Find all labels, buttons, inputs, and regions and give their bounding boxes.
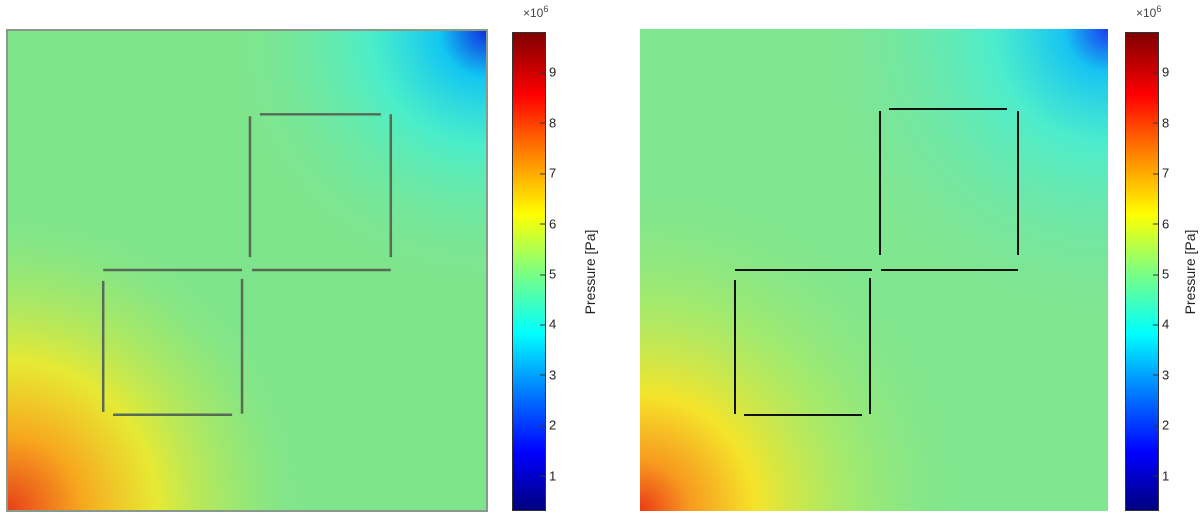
colorbar-tick: 3 — [1152, 367, 1170, 383]
pressure-map-left — [8, 31, 486, 510]
fracture-lines-right — [734, 108, 1019, 416]
colorbar-tick: 7 — [539, 165, 557, 181]
colorbar-tick: 2 — [539, 417, 557, 433]
colorbar-tick: 2 — [1152, 417, 1170, 433]
colorbar-tick: 8 — [1152, 115, 1170, 131]
right-panel: ×106 1 2 3 4 5 6 7 8 9 Pressure [Pa] — [630, 0, 1200, 516]
colorbar-tick: 5 — [1152, 266, 1170, 282]
fracture-lines-left — [101, 113, 393, 417]
colorbar-tick: 1 — [1152, 468, 1170, 484]
colorbar-tick: 7 — [1152, 165, 1170, 181]
pressure-map-right — [640, 29, 1108, 511]
colorbar-tick: 5 — [539, 266, 557, 282]
left-panel: ×106 1 2 3 4 5 6 7 8 9 Pressure [Pa] — [6, 4, 598, 512]
colorbar-ticks: 1 2 3 4 5 6 7 8 9 — [539, 32, 579, 511]
low-pressure-zone — [640, 29, 1108, 511]
colorbar — [1125, 32, 1159, 511]
colorbar-tick: 9 — [539, 64, 557, 80]
colorbar-label: Pressure [Pa] — [1182, 229, 1198, 315]
pressure-field-left — [6, 29, 488, 512]
colorbar-tick: 6 — [539, 216, 557, 232]
colorbar-multiplier: ×106 — [523, 4, 549, 20]
colorbar-tick: 3 — [539, 367, 557, 383]
colorbar — [512, 32, 546, 511]
colorbar-tick: 6 — [1152, 216, 1170, 232]
colorbar-ticks: 1 2 3 4 5 6 7 8 9 — [1152, 32, 1192, 511]
colorbar-tick: 8 — [539, 115, 557, 131]
colorbar-multiplier: ×106 — [1136, 4, 1162, 20]
colorbar-tick: 1 — [539, 468, 557, 484]
colorbar-label: Pressure [Pa] — [582, 229, 598, 315]
colorbar-tick: 4 — [539, 316, 557, 332]
pressure-field-right — [640, 29, 1108, 511]
low-pressure-zone — [8, 31, 486, 510]
colorbar-tick: 9 — [1152, 64, 1170, 80]
colorbar-tick: 4 — [1152, 316, 1170, 332]
